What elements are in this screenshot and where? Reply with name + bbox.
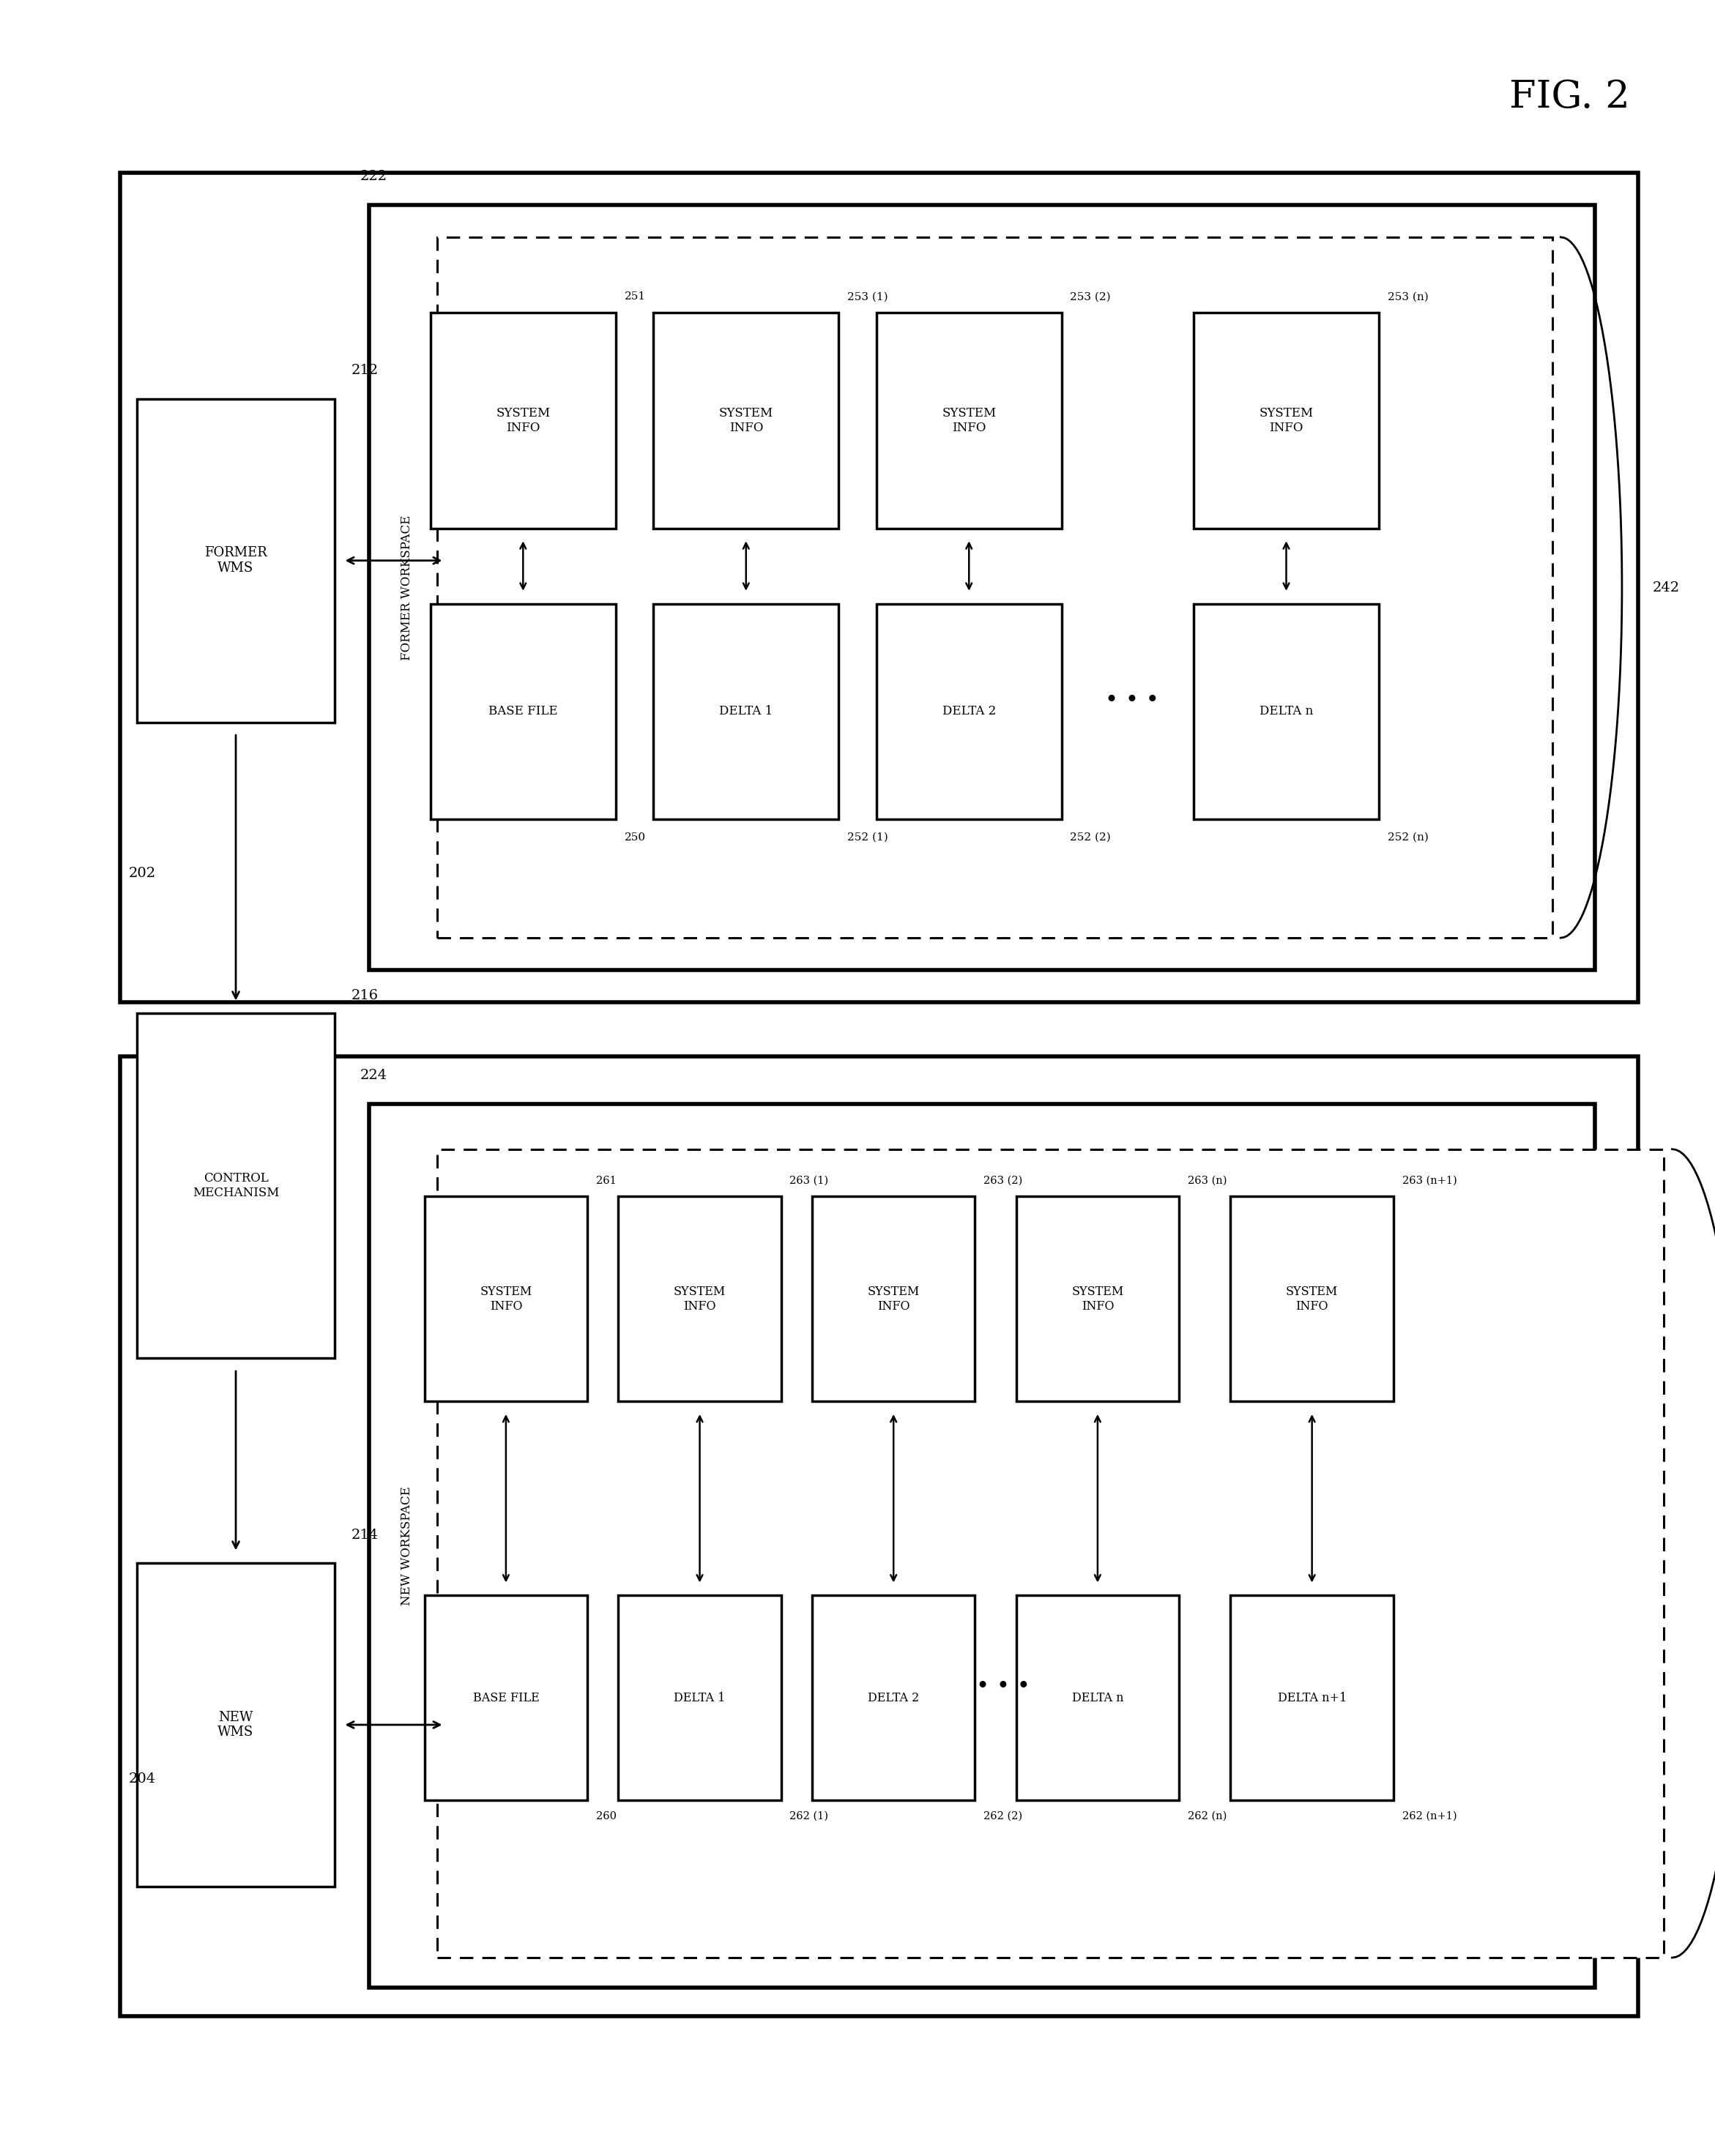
Bar — [137, 399, 334, 722]
Text: SYSTEM
INFO: SYSTEM INFO — [1072, 1285, 1123, 1313]
Bar — [1231, 1595, 1393, 1800]
Text: 252 (n): 252 (n) — [1387, 832, 1429, 843]
Text: SYSTEM
INFO: SYSTEM INFO — [1259, 407, 1314, 433]
Bar — [137, 1013, 334, 1358]
Text: DELTA n: DELTA n — [1259, 705, 1314, 718]
Bar — [437, 1149, 1664, 1958]
Text: 222: 222 — [360, 170, 388, 183]
Text: FORMER WORKSPACE: FORMER WORKSPACE — [400, 515, 413, 660]
Text: 262 (1): 262 (1) — [789, 1811, 828, 1822]
Text: 242: 242 — [1653, 580, 1681, 595]
Bar — [813, 1595, 974, 1800]
Text: DELTA n: DELTA n — [1072, 1692, 1123, 1703]
Text: 262 (2): 262 (2) — [984, 1811, 1022, 1822]
Bar — [876, 604, 1062, 819]
Text: DELTA n+1: DELTA n+1 — [1278, 1692, 1346, 1703]
Text: SYSTEM
INFO: SYSTEM INFO — [496, 407, 551, 433]
Text: 212: 212 — [352, 364, 379, 377]
Text: DELTA 2: DELTA 2 — [942, 705, 996, 718]
Bar — [425, 1197, 587, 1401]
Text: BASE FILE: BASE FILE — [473, 1692, 539, 1703]
Text: SYSTEM
INFO: SYSTEM INFO — [480, 1285, 532, 1313]
Text: FIG. 2: FIG. 2 — [1509, 78, 1629, 116]
Text: • • •: • • • — [1104, 690, 1159, 711]
Text: 263 (n+1): 263 (n+1) — [1403, 1175, 1456, 1186]
Bar — [876, 313, 1062, 528]
Bar — [430, 604, 616, 819]
Text: 263 (n): 263 (n) — [1187, 1175, 1226, 1186]
Text: SYSTEM
INFO: SYSTEM INFO — [868, 1285, 919, 1313]
Text: 261: 261 — [597, 1175, 616, 1186]
Text: 263 (1): 263 (1) — [789, 1175, 828, 1186]
Bar — [653, 604, 839, 819]
Bar — [369, 205, 1595, 970]
Text: 250: 250 — [624, 832, 645, 843]
Text: 262 (n): 262 (n) — [1187, 1811, 1226, 1822]
Text: 216: 216 — [352, 990, 379, 1003]
Text: SYSTEM
INFO: SYSTEM INFO — [674, 1285, 725, 1313]
Bar — [1194, 313, 1379, 528]
Text: SYSTEM
INFO: SYSTEM INFO — [1286, 1285, 1338, 1313]
Bar — [137, 1563, 334, 1886]
Bar — [369, 1104, 1595, 1988]
Bar — [1194, 604, 1379, 819]
Bar — [1015, 1595, 1180, 1800]
Text: 224: 224 — [360, 1069, 388, 1082]
Text: 214: 214 — [352, 1529, 379, 1542]
Text: NEW
WMS: NEW WMS — [218, 1710, 254, 1740]
Text: 252 (1): 252 (1) — [847, 832, 888, 843]
Text: 253 (2): 253 (2) — [1070, 291, 1111, 302]
Text: 262 (n+1): 262 (n+1) — [1403, 1811, 1456, 1822]
Text: CONTROL
MECHANISM: CONTROL MECHANISM — [192, 1173, 280, 1199]
Text: SYSTEM
INFO: SYSTEM INFO — [719, 407, 773, 433]
Text: 251: 251 — [624, 291, 645, 302]
Text: 204: 204 — [129, 1772, 156, 1785]
Text: FORMER
WMS: FORMER WMS — [204, 545, 268, 576]
Bar — [430, 313, 616, 528]
Bar — [813, 1197, 974, 1401]
Bar — [425, 1595, 587, 1800]
Bar — [437, 237, 1552, 938]
Text: 253 (n): 253 (n) — [1387, 291, 1429, 302]
Text: DELTA 1: DELTA 1 — [674, 1692, 725, 1703]
Bar — [653, 313, 839, 528]
Bar — [120, 1056, 1638, 2016]
Text: BASE FILE: BASE FILE — [489, 705, 557, 718]
Text: NEW WORKSPACE: NEW WORKSPACE — [400, 1485, 413, 1606]
Text: SYSTEM
INFO: SYSTEM INFO — [942, 407, 996, 433]
Bar — [617, 1197, 780, 1401]
Text: 260: 260 — [597, 1811, 616, 1822]
Text: 253 (1): 253 (1) — [847, 291, 888, 302]
Bar — [120, 172, 1638, 1003]
Text: DELTA 1: DELTA 1 — [719, 705, 773, 718]
Bar — [1015, 1197, 1180, 1401]
Bar — [617, 1595, 780, 1800]
Text: DELTA 2: DELTA 2 — [868, 1692, 919, 1703]
Text: 252 (2): 252 (2) — [1070, 832, 1111, 843]
Text: 263 (2): 263 (2) — [984, 1175, 1022, 1186]
Bar — [1231, 1197, 1393, 1401]
Text: • • •: • • • — [976, 1675, 1031, 1699]
Text: 202: 202 — [129, 867, 156, 880]
